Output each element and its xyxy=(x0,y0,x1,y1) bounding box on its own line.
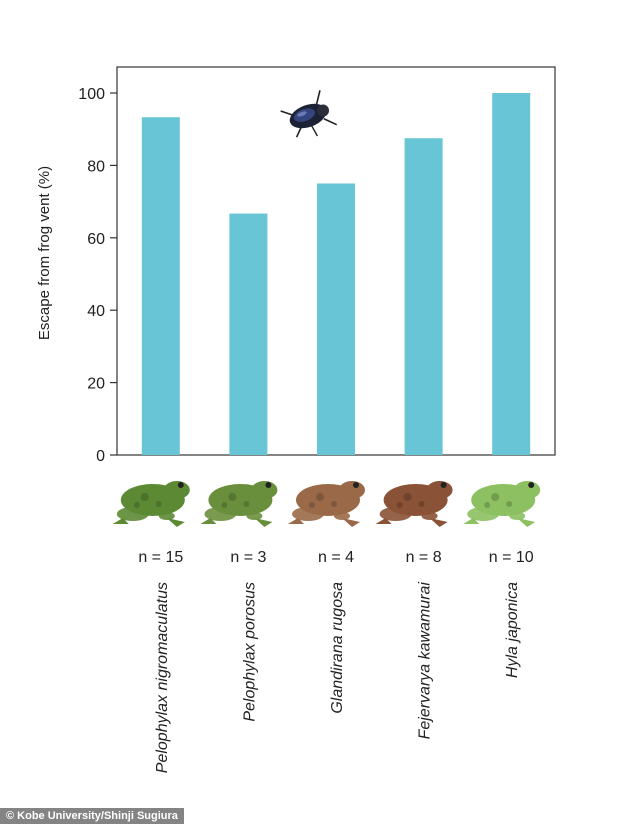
sample-size-label: n = 10 xyxy=(489,549,534,566)
sample-size-label: n = 4 xyxy=(318,549,354,566)
y-tick-label: 80 xyxy=(87,158,105,175)
bar xyxy=(404,138,443,455)
sample-size-label: n = 3 xyxy=(230,549,266,566)
y-axis-label: Escape from frog vent (%) xyxy=(36,166,53,340)
bar xyxy=(492,93,531,455)
water-beetle-icon xyxy=(280,90,338,138)
y-axis: 0 20 40 60 80 100 xyxy=(78,86,117,465)
frogs xyxy=(112,481,541,527)
sample-size-label: n = 8 xyxy=(406,549,442,566)
species-label: Fejervarya kawamurai xyxy=(417,582,434,740)
bars xyxy=(141,93,531,455)
bar xyxy=(141,117,180,455)
y-tick-label: 0 xyxy=(96,448,105,465)
species-label: Pelophylax nigromaculatus xyxy=(154,582,171,773)
frog-icon xyxy=(112,481,190,527)
frog-icon xyxy=(288,481,365,527)
species-label: Hyla japonica xyxy=(504,582,521,678)
species-labels: Pelophylax nigromaculatus Pelophylax poro… xyxy=(154,582,521,774)
bar xyxy=(229,213,268,455)
photo-credit: © Kobe University/Shinji Sugiura xyxy=(0,808,184,824)
bar xyxy=(317,183,355,455)
y-tick-label: 60 xyxy=(87,231,105,248)
y-tick-label: 20 xyxy=(87,376,105,393)
y-tick-label: 100 xyxy=(78,86,105,103)
species-label: Pelophylax porosus xyxy=(241,582,258,722)
y-tick-label: 40 xyxy=(87,303,105,320)
sample-sizes: n = 15 n = 3 n = 4 n = 8 n = 10 xyxy=(138,549,533,566)
frog-icon xyxy=(463,481,541,527)
frog-icon xyxy=(375,481,453,527)
frog-icon xyxy=(200,481,278,527)
sample-size-label: n = 15 xyxy=(138,549,183,566)
species-label: Glandirana rugosa xyxy=(329,582,346,714)
